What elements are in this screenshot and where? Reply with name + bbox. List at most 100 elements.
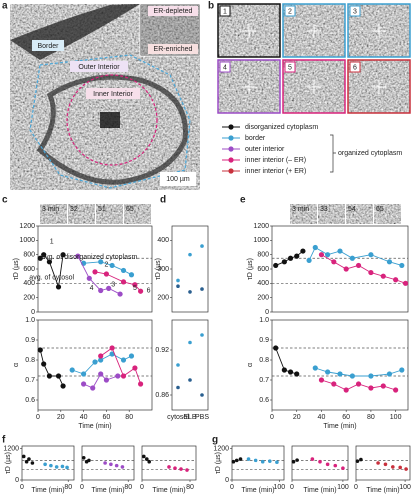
strip-image xyxy=(374,204,401,224)
y-tick-label: 400 xyxy=(157,237,169,244)
data-point xyxy=(380,273,386,279)
data-point xyxy=(188,378,192,382)
tile-number-box xyxy=(219,61,231,73)
data-point xyxy=(337,248,343,254)
data-point xyxy=(176,278,180,283)
data-point xyxy=(402,280,409,286)
annotation: 5 xyxy=(133,285,137,292)
data-point xyxy=(300,248,306,254)
data-point xyxy=(30,461,35,465)
tile-frame xyxy=(347,3,411,58)
data-point xyxy=(109,345,115,351)
data-point xyxy=(173,466,177,471)
label-box xyxy=(148,6,198,16)
data-point xyxy=(145,457,149,461)
data-point xyxy=(312,244,318,251)
data-point xyxy=(24,459,29,464)
data-point xyxy=(106,285,112,291)
annotation: 3 xyxy=(111,281,115,288)
scale-bar-label: 100 µm xyxy=(166,176,190,183)
x-tick-label: 100 xyxy=(337,484,349,491)
x-tick-label: 80 xyxy=(186,484,194,491)
data-point xyxy=(355,262,362,269)
data-point xyxy=(128,353,135,359)
data-point xyxy=(200,287,204,291)
data-point xyxy=(368,269,374,276)
legend-label: outer interior xyxy=(245,146,285,153)
crosshair xyxy=(307,24,321,38)
legend-label: disorganized cytoplasm xyxy=(245,124,318,131)
x-tick-label: 40 xyxy=(318,414,326,421)
annotation: 6 xyxy=(147,287,151,294)
data-point xyxy=(92,359,98,365)
tile-number-box xyxy=(219,5,231,17)
data-point xyxy=(69,367,75,373)
data-point xyxy=(86,275,92,281)
data-point xyxy=(46,259,53,265)
data-point xyxy=(238,457,243,461)
legend-label: border xyxy=(245,135,266,142)
data-point xyxy=(103,461,107,465)
data-point xyxy=(90,385,96,391)
data-point xyxy=(185,468,189,472)
legend-brace xyxy=(330,134,336,173)
tile-frame xyxy=(282,59,346,114)
y-tick-label: 0 xyxy=(225,477,229,484)
x-axis-label: Time (min) xyxy=(366,487,399,494)
plot-frame xyxy=(81,445,135,481)
data-point xyxy=(179,467,183,471)
data-point xyxy=(120,357,127,363)
x-tick-label: 80 xyxy=(367,414,375,421)
data-point xyxy=(368,373,374,379)
y-tick-label: 0.6 xyxy=(259,397,269,404)
data-point xyxy=(281,367,287,373)
data-point xyxy=(188,290,192,294)
data-point xyxy=(273,262,279,269)
series-line xyxy=(39,349,64,387)
data-point xyxy=(43,462,47,467)
data-point xyxy=(398,465,402,470)
data-point xyxy=(98,353,104,359)
data-point xyxy=(128,272,135,278)
y-tick-label: 1200 xyxy=(3,445,19,452)
data-point xyxy=(393,277,399,283)
panel-label: a xyxy=(2,1,8,12)
data-point xyxy=(188,340,192,345)
data-point xyxy=(355,459,360,463)
tile-number: 5 xyxy=(288,64,292,71)
strip-label: 51 xyxy=(98,206,106,213)
data-point xyxy=(295,458,299,462)
data-point xyxy=(399,262,405,269)
tile-number: 1 xyxy=(223,8,227,15)
tile-number: 2 xyxy=(288,8,292,15)
data-point xyxy=(176,385,180,390)
data-point xyxy=(46,373,53,379)
plot-frame xyxy=(291,445,349,481)
data-point xyxy=(176,284,180,289)
data-point xyxy=(310,457,315,461)
x-tick-label: 80 xyxy=(125,414,133,421)
data-point xyxy=(294,371,300,377)
x-axis-label: Time (min) xyxy=(323,423,356,430)
legend-marker xyxy=(228,168,234,174)
tile-frame xyxy=(347,59,411,114)
x-tick-label: 60 xyxy=(342,414,350,421)
strip-image xyxy=(290,204,317,224)
data-point xyxy=(109,351,115,357)
data-point xyxy=(200,333,204,337)
data-point xyxy=(331,381,337,387)
data-point xyxy=(312,365,318,371)
x-tick-label: 20 xyxy=(293,414,301,421)
data-point xyxy=(81,381,87,387)
data-point xyxy=(147,459,151,464)
y-tick-label: 1200 xyxy=(19,223,35,230)
y-tick-label: 0.9 xyxy=(259,337,269,344)
region-label: Outer Interior xyxy=(78,64,120,71)
data-point xyxy=(81,455,86,460)
data-point xyxy=(65,465,69,470)
annotation: 2 xyxy=(104,262,108,269)
region-label: Inner Interior xyxy=(93,91,133,98)
data-point xyxy=(368,252,374,258)
data-point xyxy=(260,459,265,464)
